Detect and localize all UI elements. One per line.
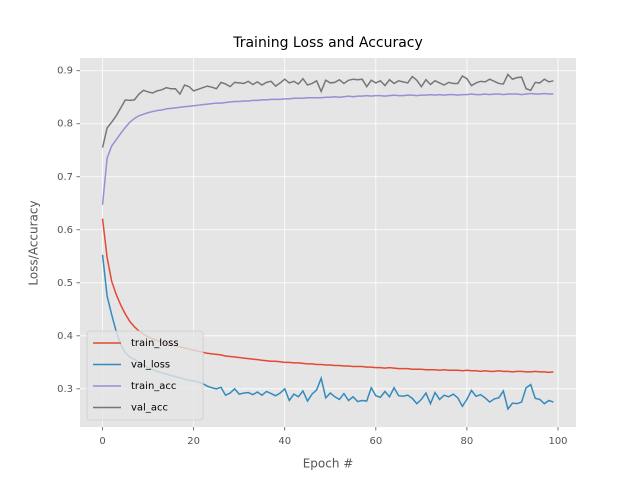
legend-label: train_loss	[131, 338, 179, 349]
y-tick-label: 0.9	[57, 66, 73, 77]
y-tick-label: 0.5	[57, 278, 73, 289]
legend-box	[86, 330, 204, 421]
x-tick-label: 80	[461, 436, 474, 447]
x-tick-label: 0	[99, 436, 105, 447]
legend-label: val_acc	[131, 403, 168, 414]
series-line	[101, 73, 554, 148]
x-tick-label: 100	[548, 436, 567, 447]
legend-label: val_loss	[131, 360, 170, 371]
legend-label: train_acc	[131, 381, 176, 392]
series-line	[101, 92, 554, 205]
y-tick-label: 0.7	[57, 172, 73, 183]
y-tick-label: 0.3	[57, 384, 73, 395]
chart-title: Training Loss and Accuracy	[232, 35, 423, 51]
legend: train_loss val_loss train_acc val_acc	[86, 330, 204, 421]
y-tick-label: 0.4	[57, 331, 73, 342]
x-axis-label: Epoch #	[303, 457, 354, 471]
x-tick-label: 60	[369, 436, 382, 447]
y-tick-label: 0.6	[57, 225, 73, 236]
x-tick-label: 40	[278, 436, 291, 447]
y-axis-label: Loss/Accuracy	[27, 200, 41, 285]
y-tick-label: 0.8	[57, 119, 73, 130]
x-tick-label: 20	[187, 436, 200, 447]
